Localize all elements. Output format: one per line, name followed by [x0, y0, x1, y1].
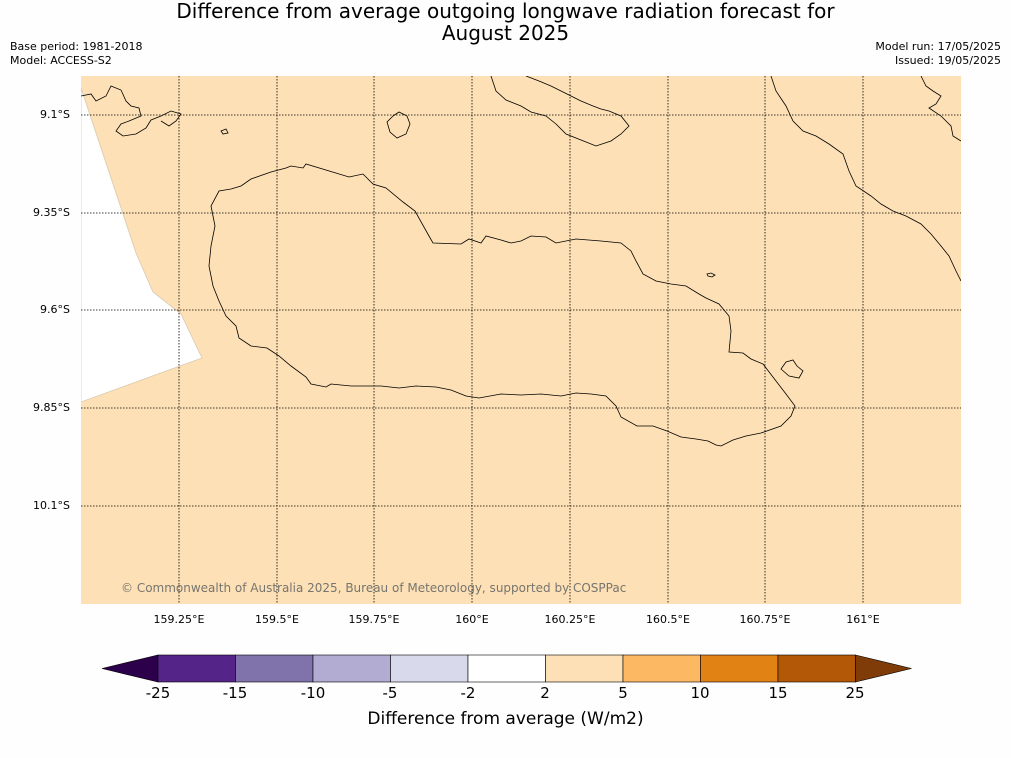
lat-label: 9.35°S: [33, 206, 70, 219]
coastline-nggela: [490, 76, 630, 147]
colorbar-tick: -15: [222, 684, 248, 702]
colorbar-segment: [622, 654, 701, 683]
coastline-eastern-tip: [780, 359, 804, 379]
colorbar-segment: [157, 654, 236, 683]
colorbar-segment: [777, 654, 856, 683]
colorbar-segment: [545, 654, 624, 683]
colorbar-segment: [467, 654, 546, 683]
meta-left: Base period: 1981-2018 Model: ACCESS-S2: [10, 40, 142, 68]
coastline-savo-island: [386, 111, 411, 139]
colorbar-tick: -25: [145, 684, 171, 702]
colorbar-tick: 2: [540, 684, 550, 702]
lon-label: 161°E: [846, 613, 880, 626]
lon-label: 159.5°E: [255, 613, 299, 626]
title-line-2: August 2025: [441, 21, 570, 45]
colorbar-over-triangle: [855, 654, 912, 683]
coastlines: [81, 76, 961, 447]
colorbar-tick: 5: [618, 684, 628, 702]
lat-label: 10.1°S: [33, 499, 70, 512]
colorbar-segment: [700, 654, 779, 683]
coastline-northeast: [920, 76, 961, 142]
colorbar-tick: 10: [690, 684, 710, 702]
colorbar-tick: 15: [768, 684, 788, 702]
lon-label: 159.75°E: [348, 613, 400, 626]
meta-right: Model run: 17/05/2025 Issued: 19/05/2025: [875, 40, 1001, 68]
title-line-1: Difference from average outgoing longwav…: [176, 0, 835, 23]
copyright: © Commonwealth of Australia 2025, Bureau…: [121, 581, 627, 595]
coastline-small-islet: [706, 272, 716, 278]
map-panel: © Commonwealth of Australia 2025, Bureau…: [81, 76, 961, 604]
lon-label: 159.25°E: [153, 613, 205, 626]
lat-label: 9.1°S: [40, 108, 70, 121]
colorbar-segment: [235, 654, 314, 683]
coastline-northwest: [81, 85, 182, 137]
lon-label: 160°E: [455, 613, 489, 626]
no-data-region: [81, 87, 203, 403]
chart-title: Difference from average outgoing longwav…: [0, 0, 1011, 44]
colorbar-tick: -5: [382, 684, 398, 702]
colorbar-under-triangle: [101, 654, 159, 683]
coastline-malaita: [770, 76, 961, 282]
model-text: Model: ACCESS-S2: [10, 54, 112, 67]
lon-label: 160.75°E: [739, 613, 791, 626]
colorbar-segment: [390, 654, 469, 683]
coastline-nw-islet: [220, 128, 229, 135]
lat-label: 9.6°S: [40, 303, 70, 316]
base-period-text: Base period: 1981-2018: [10, 40, 143, 53]
colorbar-tick: 25: [845, 684, 865, 702]
colorbar-segment: [312, 654, 391, 683]
lon-label: 160.5°E: [646, 613, 690, 626]
colorbar-label: Difference from average (W/m2): [367, 709, 644, 729]
model-run-text: Model run: 17/05/2025: [875, 40, 1001, 53]
coastline-guadalcanal: [208, 163, 796, 447]
issued-text: Issued: 19/05/2025: [894, 54, 1001, 67]
graticule: [81, 76, 961, 604]
map-canvas: [81, 76, 961, 604]
colorbar: [101, 654, 912, 683]
colorbar-tick: -10: [300, 684, 326, 702]
lon-label: 160.25°E: [544, 613, 596, 626]
lat-label: 9.85°S: [33, 401, 70, 414]
colorbar-tick: -2: [460, 684, 476, 702]
